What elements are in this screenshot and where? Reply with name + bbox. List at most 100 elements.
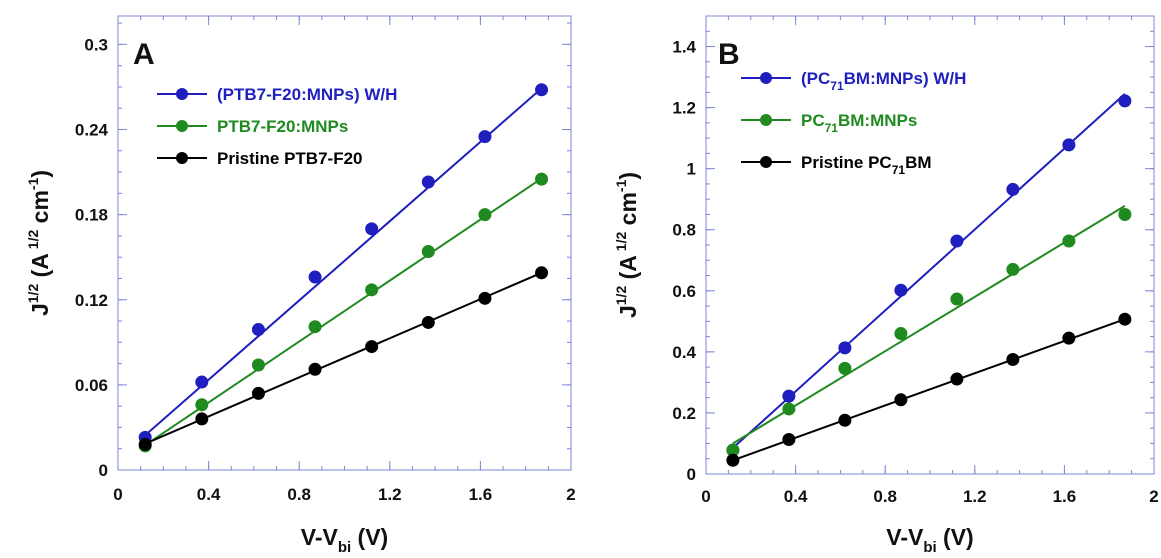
legend-entry: PTB7-F20:MNPs <box>157 117 348 136</box>
legend-marker <box>176 152 188 164</box>
data-point <box>308 362 322 376</box>
data-point <box>894 327 908 341</box>
legend-label-sub: 71 <box>892 163 906 177</box>
data-point <box>838 361 852 375</box>
legend-entry: (PC71BM:MNPs) W/H <box>741 69 966 93</box>
y-axis-title-rest: (A <box>615 255 641 286</box>
y-axis-title-rest: (A <box>27 253 53 284</box>
data-point <box>1118 94 1132 108</box>
data-point <box>421 175 435 189</box>
data-point <box>1118 207 1132 221</box>
legend-entry: Pristine PC71BM <box>741 153 932 177</box>
series-0 <box>726 93 1132 457</box>
series-1 <box>726 205 1132 457</box>
series-2 <box>726 312 1132 467</box>
data-point <box>726 453 740 467</box>
legend-label-part: BM:MNPs <box>838 111 917 130</box>
y-axis-title-close: ) <box>27 170 53 178</box>
legend-label: Pristine PTB7-F20 <box>217 149 363 168</box>
legend-label-part: (PC <box>801 69 830 88</box>
x-axis-title-sub: bi <box>338 539 351 556</box>
legend-label-part: PTB7-F20:MNPs <box>217 117 348 136</box>
data-point <box>251 323 265 337</box>
data-point <box>950 372 964 386</box>
y-axis-title-sup: 1/2 <box>25 284 41 304</box>
series-2 <box>138 266 549 451</box>
legend-label-part: Pristine PTB7-F20 <box>217 149 363 168</box>
fit-line <box>732 205 1126 445</box>
y-axis-title-unit: cm <box>27 190 53 230</box>
data-point <box>782 389 796 403</box>
y-tick-label: 0.18 <box>75 206 108 225</box>
x-axis-title-main: V-V <box>886 524 924 550</box>
y-axis-title-main: J <box>615 305 641 318</box>
legend-label-part: BM:MNPs) W/H <box>844 69 967 88</box>
x-tick-label: 0.4 <box>197 485 221 504</box>
x-tick-label: 2 <box>1149 487 1158 506</box>
y-axis-title-sup2: 1/2 <box>25 230 41 254</box>
legend-label: (PC71BM:MNPs) W/H <box>801 69 966 93</box>
data-point <box>251 386 265 400</box>
x-tick-label: 0 <box>113 485 122 504</box>
y-tick-label: 0.6 <box>672 282 696 301</box>
data-point <box>1006 353 1020 366</box>
x-tick-label: 1.2 <box>378 485 402 504</box>
y-axis-title-unit: cm <box>615 192 641 232</box>
fit-line <box>732 318 1126 462</box>
legend-label-part: Pristine PC <box>801 153 892 172</box>
legend-label: Pristine PC71BM <box>801 153 932 177</box>
y-tick-label: 1.4 <box>672 38 696 57</box>
data-point <box>535 172 549 186</box>
y-tick-label: 1.2 <box>672 99 696 118</box>
y-axis-title-sup3: -1 <box>25 177 41 190</box>
data-point <box>365 222 379 236</box>
y-tick-label: 0.4 <box>672 343 696 362</box>
y-tick-label: 0.06 <box>75 376 108 395</box>
y-tick-label: 1 <box>687 160 696 179</box>
y-tick-label: 0 <box>99 461 108 480</box>
data-point <box>138 437 152 451</box>
data-point <box>195 375 209 389</box>
data-point <box>365 340 379 354</box>
y-axis-title-sup3: -1 <box>613 179 629 192</box>
data-point <box>1118 312 1132 326</box>
x-tick-label: 1.6 <box>1053 487 1077 506</box>
fit-line <box>144 87 543 436</box>
legend-label-part: (PTB7-F20:MNPs) W/H <box>217 85 397 104</box>
x-axis-title-unit: (V) <box>937 524 974 550</box>
x-tick-label: 0.4 <box>784 487 808 506</box>
x-tick-label: 1.2 <box>963 487 987 506</box>
y-axis-title: J1/2 (A 1/2 cm-1) <box>613 172 641 318</box>
legend-label-sub: 71 <box>830 79 844 93</box>
data-point <box>838 341 852 355</box>
data-point <box>535 266 549 280</box>
y-tick-label: 0.2 <box>672 404 696 423</box>
legend-marker <box>760 72 772 84</box>
panel-a: 0 0.4 0.8 1.2 1.6 2 0 0.06 0.12 0.18 0.24 0.3 A V-Vbi… <box>25 15 576 556</box>
legend-label: PTB7-F20:MNPs <box>217 117 348 136</box>
y-tick-label: 0.24 <box>75 121 109 140</box>
legend-marker <box>760 114 772 126</box>
fit-line <box>732 93 1126 449</box>
y-axis-title-sup2: 1/2 <box>613 232 629 256</box>
x-tick-label: 0.8 <box>287 485 311 504</box>
panel-letter: A <box>133 38 155 71</box>
fit-line <box>144 177 543 447</box>
x-axis-title-unit: (V) <box>351 524 388 550</box>
data-point <box>1062 331 1076 345</box>
data-point <box>782 432 796 446</box>
data-point <box>195 398 209 412</box>
legend-entry: Pristine PTB7-F20 <box>157 149 363 168</box>
y-axis-title-main: J <box>27 303 53 316</box>
data-point <box>421 315 435 329</box>
data-point <box>478 291 492 305</box>
panel-letter: B <box>718 38 740 71</box>
data-point <box>421 245 435 259</box>
x-tick-label: 0.8 <box>873 487 897 506</box>
data-point <box>535 83 549 97</box>
data-point <box>195 412 209 426</box>
legend-label-sub: 71 <box>825 121 839 135</box>
legend-label: PC71BM:MNPs <box>801 111 917 135</box>
y-axis-title-close: ) <box>615 172 641 180</box>
